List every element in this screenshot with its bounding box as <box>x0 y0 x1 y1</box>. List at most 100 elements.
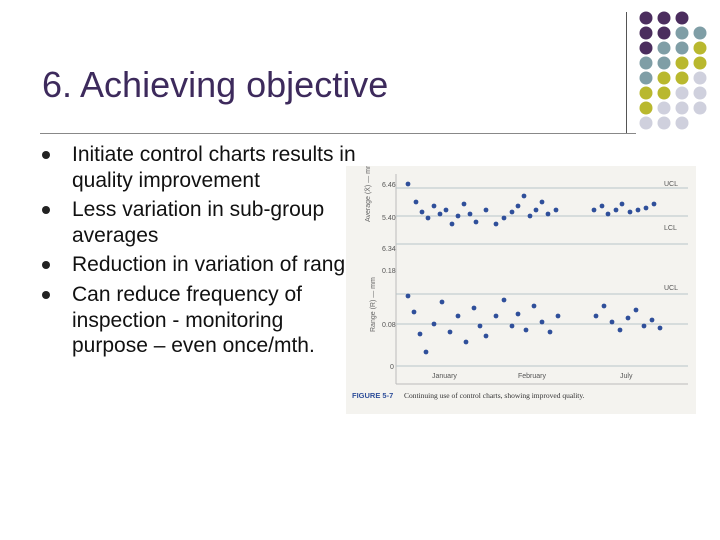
decorative-dot <box>657 86 671 100</box>
sample-point <box>533 207 539 213</box>
sample-point <box>651 201 657 207</box>
sample-point <box>431 203 437 209</box>
sample-point <box>523 327 529 333</box>
sample-point <box>555 313 561 319</box>
sample-point <box>657 325 663 331</box>
sample-point <box>539 199 545 205</box>
sample-point <box>483 207 489 213</box>
bullet-dot-icon <box>42 261 50 270</box>
sample-point <box>461 201 467 207</box>
avg-axis-label: Average (X̄) — mm <box>364 166 372 222</box>
sample-point <box>413 199 419 205</box>
range-tick-label: 0.08 <box>382 322 396 329</box>
avg-tick-label: 5.40 <box>382 215 396 222</box>
sample-point <box>509 323 515 329</box>
slide-title: 6. Achieving objective <box>42 64 389 105</box>
decorative-dot <box>639 86 653 100</box>
sample-point <box>617 327 623 333</box>
sample-point <box>447 329 453 335</box>
sample-point <box>483 333 489 339</box>
avg-ucl-label: UCL <box>664 181 678 188</box>
sample-point <box>515 203 521 209</box>
figure-caption-label: FIGURE 5-7 <box>352 391 393 400</box>
sample-point <box>599 203 605 209</box>
range-axis-label: Range (R) — mm <box>370 277 377 332</box>
month-label: January <box>432 373 457 380</box>
decorative-dot <box>639 71 653 85</box>
bullet-text: Less variation in sub-group averages <box>72 198 325 247</box>
decorative-dot <box>657 116 671 130</box>
sample-point <box>619 201 625 207</box>
bullet-item: Can reduce frequency of inspection - mon… <box>42 282 362 359</box>
sample-point <box>425 215 431 221</box>
decorative-dot <box>657 41 671 55</box>
bullet-text: Can reduce frequency of inspection - mon… <box>72 283 315 358</box>
decorative-dot <box>675 86 689 100</box>
sample-point <box>539 319 545 325</box>
sample-point <box>417 331 423 337</box>
decorative-dot <box>639 101 653 115</box>
decorative-dot <box>657 11 671 25</box>
decorative-dot <box>675 11 689 25</box>
sample-point <box>493 221 499 227</box>
sample-point <box>649 317 655 323</box>
decorative-dot <box>693 86 707 100</box>
sample-point <box>443 207 449 213</box>
sample-point <box>527 213 533 219</box>
sample-point <box>593 313 599 319</box>
decorative-dot <box>693 56 707 70</box>
decorative-dot <box>693 101 707 115</box>
sample-point <box>477 323 483 329</box>
sample-point <box>437 211 443 217</box>
bullet-dot-icon <box>42 206 50 215</box>
month-label: July <box>620 373 633 380</box>
decorative-dot <box>639 11 653 25</box>
sample-point <box>431 321 437 327</box>
sample-point <box>545 211 551 217</box>
decorative-dot <box>639 56 653 70</box>
range-tick-label: 0 <box>390 364 394 371</box>
sample-point <box>405 293 411 299</box>
bullet-item: Less variation in sub-group averages <box>42 197 362 248</box>
vertical-divider <box>626 12 627 133</box>
figure-caption-text: Continuing use of control charts, showin… <box>404 391 585 400</box>
sample-point <box>501 297 507 303</box>
sample-point <box>521 193 527 199</box>
sample-point <box>515 311 521 317</box>
bullet-list: Initiate control charts results in quali… <box>42 142 362 363</box>
avg-tick-label: 6.34 <box>382 246 396 253</box>
sample-point <box>455 313 461 319</box>
decorative-dot <box>675 56 689 70</box>
decorative-dot <box>675 41 689 55</box>
sample-point <box>455 213 461 219</box>
bullet-dot-icon <box>42 291 50 300</box>
decorative-dot-grid <box>639 11 707 130</box>
sample-point <box>531 303 537 309</box>
sample-point <box>591 207 597 213</box>
sample-point <box>613 207 619 213</box>
title-underline <box>40 133 636 134</box>
month-label: February <box>518 373 547 380</box>
decorative-dot <box>657 56 671 70</box>
sample-point <box>473 219 479 225</box>
sample-point <box>439 299 445 305</box>
sample-point <box>553 207 559 213</box>
sample-point <box>509 209 515 215</box>
avg-tick-label: 6.46 <box>382 182 396 189</box>
range-ucl-label: UCL <box>664 285 678 292</box>
sample-point <box>471 305 477 311</box>
sample-point <box>463 339 469 345</box>
sample-point <box>547 329 553 335</box>
sample-point <box>411 309 417 315</box>
decorative-dot <box>657 26 671 40</box>
decorative-dot <box>675 26 689 40</box>
bullet-dot-icon <box>42 151 50 159</box>
sample-point <box>641 323 647 329</box>
bullet-text: Initiate control charts results in quali… <box>72 143 356 192</box>
bullet-item: Initiate control charts results in quali… <box>42 142 362 193</box>
avg-lcl-label: LCL <box>664 225 677 232</box>
decorative-dot <box>657 101 671 115</box>
sample-point <box>493 313 499 319</box>
decorative-dot <box>693 71 707 85</box>
decorative-dot <box>639 41 653 55</box>
